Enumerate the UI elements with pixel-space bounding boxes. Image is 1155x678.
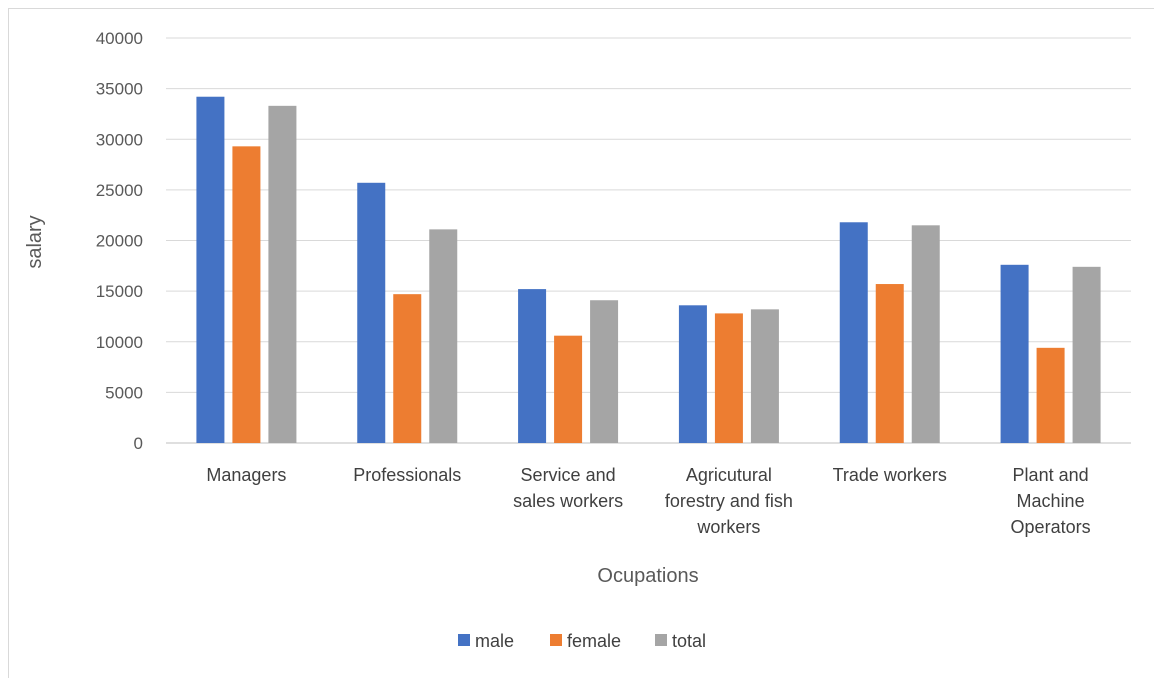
legend-swatch bbox=[550, 634, 562, 646]
bar-female bbox=[1036, 347, 1065, 443]
bar-total bbox=[911, 225, 940, 443]
y-tick-label: 30000 bbox=[96, 130, 143, 149]
bar-female bbox=[875, 284, 904, 443]
x-axis-title: Ocupations bbox=[597, 565, 698, 587]
y-tick-label: 35000 bbox=[96, 80, 143, 99]
legend: male female total bbox=[458, 631, 706, 651]
legend-label: total bbox=[672, 631, 706, 651]
legend-swatch bbox=[458, 634, 470, 646]
legend-item-total: total bbox=[655, 631, 706, 651]
bar-total bbox=[1072, 266, 1101, 443]
x-category-label: Managers bbox=[206, 465, 286, 485]
bar-female bbox=[554, 335, 583, 443]
x-axis-categories: Managers Professionals Service and sales wo… bbox=[206, 465, 1090, 537]
bar-total bbox=[268, 105, 297, 444]
bar-total bbox=[429, 229, 458, 443]
legend-swatch bbox=[655, 634, 667, 646]
y-axis-title: salary bbox=[24, 215, 46, 268]
x-category-label: Professionals bbox=[353, 465, 461, 485]
bar-female bbox=[393, 294, 422, 443]
bar-total bbox=[590, 300, 619, 443]
legend-item-female: female bbox=[550, 631, 621, 651]
bars bbox=[196, 96, 1101, 444]
x-category-label: Service and sales workers bbox=[513, 465, 623, 511]
y-axis-ticks: 0 5000 10000 15000 20000 25000 30000 35000 40000 bbox=[96, 29, 143, 453]
bar-male bbox=[839, 222, 868, 443]
bar-male bbox=[678, 305, 707, 443]
x-category-label: Trade workers bbox=[833, 465, 947, 485]
bar-female bbox=[714, 313, 743, 443]
bar-male bbox=[1000, 264, 1029, 443]
y-tick-label: 40000 bbox=[96, 29, 143, 48]
y-tick-label: 5000 bbox=[105, 383, 143, 402]
x-category-label: Plant and Machine Operators bbox=[1011, 465, 1091, 537]
bar-male bbox=[196, 96, 225, 443]
legend-item-male: male bbox=[458, 631, 514, 651]
bar-male bbox=[357, 182, 386, 443]
chart-frame bbox=[8, 8, 1154, 678]
legend-label: female bbox=[567, 631, 621, 651]
y-tick-label: 25000 bbox=[96, 181, 143, 200]
x-category-label: Agricutural forestry and fish workers bbox=[665, 465, 793, 537]
y-tick-label: 0 bbox=[134, 434, 143, 453]
y-tick-label: 10000 bbox=[96, 333, 143, 352]
gridlines bbox=[166, 37, 1131, 444]
y-tick-label: 15000 bbox=[96, 282, 143, 301]
legend-label: male bbox=[475, 631, 514, 651]
bar-female bbox=[232, 146, 261, 443]
bar-total bbox=[750, 309, 779, 443]
y-tick-label: 20000 bbox=[96, 232, 143, 251]
bar-male bbox=[518, 289, 547, 443]
